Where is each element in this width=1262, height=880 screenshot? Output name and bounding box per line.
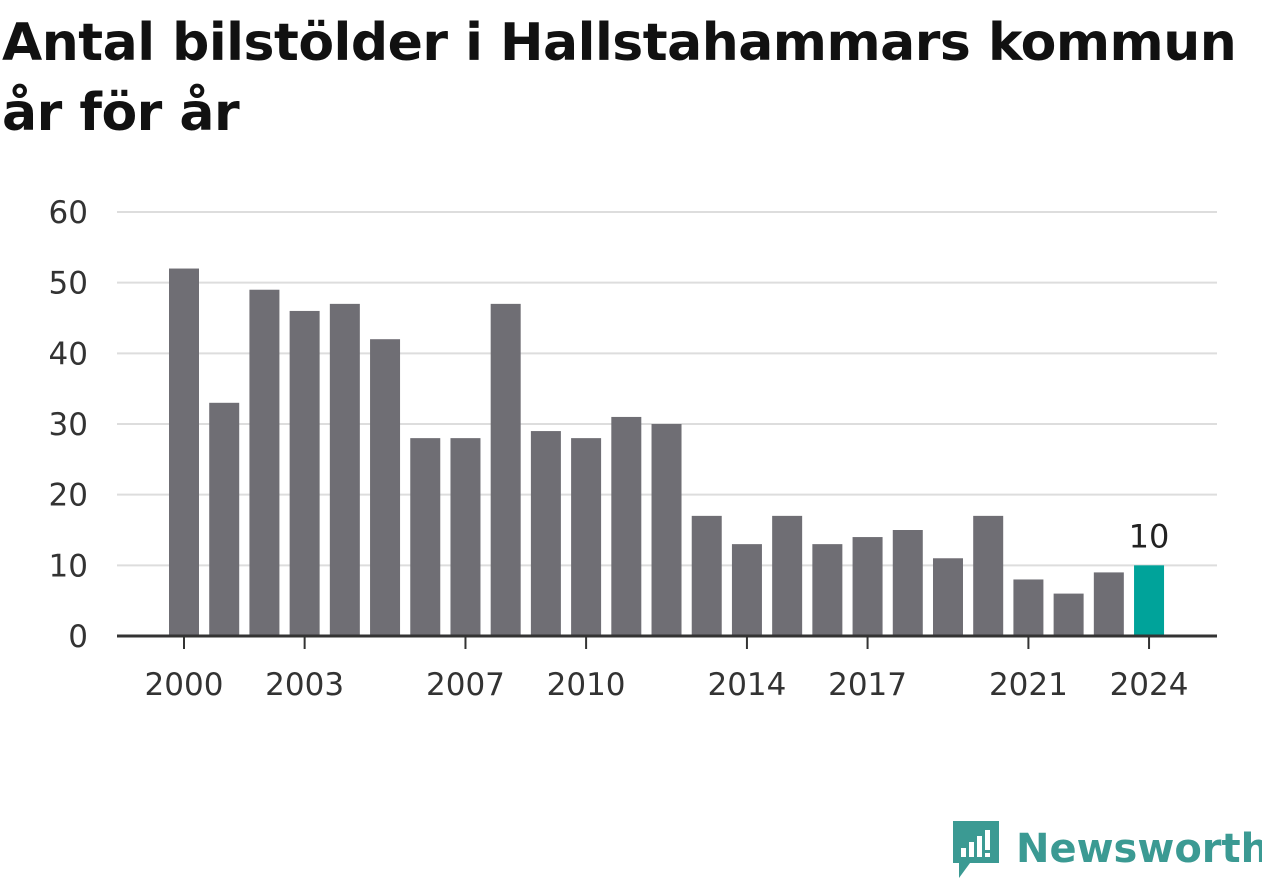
- data-label-2024: 10: [1129, 517, 1170, 555]
- bar-2019: [932, 558, 963, 636]
- bar-2002: [249, 289, 280, 636]
- x-tick-label: 2014: [707, 667, 786, 703]
- y-tick-label: 20: [49, 478, 88, 514]
- x-tick-label: 2010: [547, 667, 626, 703]
- bars: [169, 268, 1165, 636]
- brand-name: Newsworthy: [1016, 826, 1262, 872]
- y-tick-label: 10: [49, 548, 88, 584]
- bar-2000: [169, 268, 199, 636]
- x-tick-label: 2007: [426, 667, 505, 703]
- bar-2012: [651, 424, 682, 636]
- bar-2008: [490, 303, 521, 636]
- bar-2006: [410, 438, 441, 636]
- bar-2014: [731, 544, 762, 636]
- x-tick-label: 2021: [989, 667, 1068, 703]
- y-tick-label: 60: [49, 195, 88, 231]
- x-tick-label: 2017: [828, 667, 907, 703]
- x-tick-label: 2000: [145, 667, 224, 703]
- bar-2015: [772, 515, 803, 636]
- bar-2018: [892, 530, 923, 636]
- data-labels: 10: [1129, 517, 1170, 555]
- brand-logo: Newsworthy: [950, 818, 1262, 880]
- bar-2013: [691, 515, 722, 636]
- x-tick-label: 2003: [265, 667, 344, 703]
- bar-2007: [450, 438, 481, 636]
- bar-2016: [812, 544, 843, 636]
- bar-2004: [329, 303, 360, 636]
- bar-2009: [530, 431, 561, 636]
- x-tick-label: 2024: [1110, 667, 1189, 703]
- x-axis-ticks: 2000 2003 2007 2010 2014 2017 2021 2024: [145, 636, 1189, 703]
- bar-2024: [1134, 565, 1165, 636]
- y-tick-label: 40: [49, 336, 88, 372]
- bar-2010: [571, 438, 602, 636]
- bar-2022: [1053, 593, 1084, 636]
- bar-2021: [1013, 579, 1044, 636]
- chart-title: Antal bilstölder i Hallstahammars kommun…: [2, 13, 1237, 143]
- bar-2023: [1093, 572, 1124, 636]
- bar-2017: [852, 537, 883, 636]
- bar-2001: [209, 402, 240, 636]
- y-tick-label: 30: [49, 407, 88, 443]
- bar-2020: [973, 515, 1004, 636]
- bar-2005: [370, 339, 401, 636]
- y-tick-label: 0: [68, 619, 88, 655]
- y-axis-ticks: 0 10 20 30 40 50 60: [49, 195, 88, 655]
- bar-2011: [611, 416, 642, 636]
- newsworthy-logo-icon: [953, 821, 999, 878]
- bar-2003: [289, 310, 320, 636]
- y-tick-label: 50: [49, 266, 88, 302]
